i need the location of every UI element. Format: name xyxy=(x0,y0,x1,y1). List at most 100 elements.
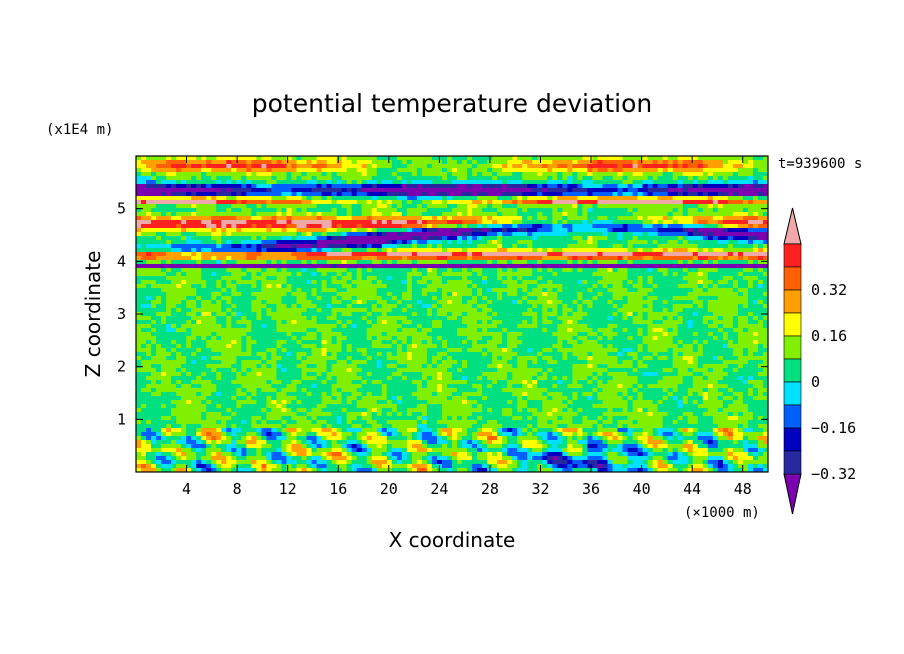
contour-cell xyxy=(376,164,383,169)
contour-cell xyxy=(221,220,227,225)
contour-cell xyxy=(286,264,293,269)
contour-cell xyxy=(211,200,217,205)
contour-cell xyxy=(517,296,523,301)
contour-cell xyxy=(762,156,768,161)
contour-cell xyxy=(612,296,619,301)
contour-cell xyxy=(161,180,167,185)
contour-cell xyxy=(441,168,448,173)
contour-cell xyxy=(732,292,739,297)
contour-cell xyxy=(231,312,237,317)
contour-cell xyxy=(186,252,192,257)
contour-cell xyxy=(311,256,318,261)
contour-cell xyxy=(301,172,308,177)
contour-cell xyxy=(727,228,734,233)
contour-cell xyxy=(231,168,237,173)
contour-cell xyxy=(677,232,684,237)
contour-cell xyxy=(527,240,533,245)
contour-cell xyxy=(462,224,468,229)
contour-cell xyxy=(657,288,664,293)
contour-cell xyxy=(411,260,418,265)
contour-cell xyxy=(246,232,252,237)
contour-cell xyxy=(446,300,453,305)
contour-cell xyxy=(406,244,413,249)
contour-cell xyxy=(577,288,584,293)
contour-cell xyxy=(181,280,187,285)
contour-cell xyxy=(396,248,403,253)
contour-cell xyxy=(161,228,167,233)
contour-cell xyxy=(211,224,217,229)
contour-cell xyxy=(682,236,689,241)
contour-cell xyxy=(507,260,513,265)
contour-cell xyxy=(592,272,599,277)
contour-cell xyxy=(431,192,438,197)
contour-cell xyxy=(722,160,729,165)
contour-cell xyxy=(296,240,303,245)
contour-cell xyxy=(747,232,754,237)
contour-cell xyxy=(652,204,659,209)
contour-cell xyxy=(722,204,729,209)
contour-cell xyxy=(376,296,383,301)
contour-cell xyxy=(602,200,609,205)
contour-cell xyxy=(557,200,563,205)
contour-cell xyxy=(687,188,694,193)
contour-cell xyxy=(151,160,157,165)
contour-cell xyxy=(487,296,493,301)
contour-cell xyxy=(426,236,433,241)
contour-cell xyxy=(266,164,273,169)
contour-cell xyxy=(386,180,393,185)
contour-cell xyxy=(722,288,729,293)
contour-cell xyxy=(316,176,323,181)
contour-cell xyxy=(697,212,704,217)
contour-cell xyxy=(737,304,744,309)
contour-cell xyxy=(341,304,348,309)
contour-cell xyxy=(567,264,573,269)
contour-cell xyxy=(597,176,604,181)
contour-cell xyxy=(487,228,493,233)
contour-cell xyxy=(727,196,734,201)
contour-cell xyxy=(462,248,468,253)
contour-cell xyxy=(702,244,709,249)
contour-cell xyxy=(196,248,202,253)
contour-cell xyxy=(692,272,699,277)
contour-cell xyxy=(261,224,268,229)
contour-cell xyxy=(381,304,388,309)
contour-cell xyxy=(557,252,563,257)
contour-cell xyxy=(146,292,152,297)
contour-cell xyxy=(401,224,408,229)
contour-cell xyxy=(391,304,398,309)
contour-cell xyxy=(301,164,308,169)
contour-cell xyxy=(421,288,428,293)
contour-cell xyxy=(462,172,468,177)
contour-cell xyxy=(261,180,268,185)
contour-cell xyxy=(156,184,162,189)
contour-cell xyxy=(151,276,157,281)
contour-cell xyxy=(512,248,518,253)
contour-cell xyxy=(226,180,232,185)
contour-cell xyxy=(507,288,513,293)
contour-cell xyxy=(602,252,609,257)
contour-cell xyxy=(276,276,283,281)
contour-cell xyxy=(316,312,323,317)
contour-cell xyxy=(512,200,518,205)
contour-cell xyxy=(281,176,288,181)
contour-cell xyxy=(717,180,724,185)
contour-cell xyxy=(552,204,558,209)
contour-cell xyxy=(497,300,503,305)
contour-cell xyxy=(457,180,463,185)
contour-cell xyxy=(206,240,212,245)
contour-cell xyxy=(366,208,373,213)
contour-cell xyxy=(762,268,768,273)
contour-cell xyxy=(346,168,353,173)
contour-cell xyxy=(281,160,288,165)
contour-cell xyxy=(737,224,744,229)
contour-cell xyxy=(196,284,202,289)
contour-cell xyxy=(196,196,202,201)
contour-cell xyxy=(261,288,268,293)
contour-cell xyxy=(532,236,538,241)
contour-cell xyxy=(261,240,268,245)
contour-cell xyxy=(537,180,543,185)
contour-cell xyxy=(637,212,644,217)
contour-cell xyxy=(527,192,533,197)
contour-cell xyxy=(572,260,578,265)
contour-cell xyxy=(296,212,303,217)
